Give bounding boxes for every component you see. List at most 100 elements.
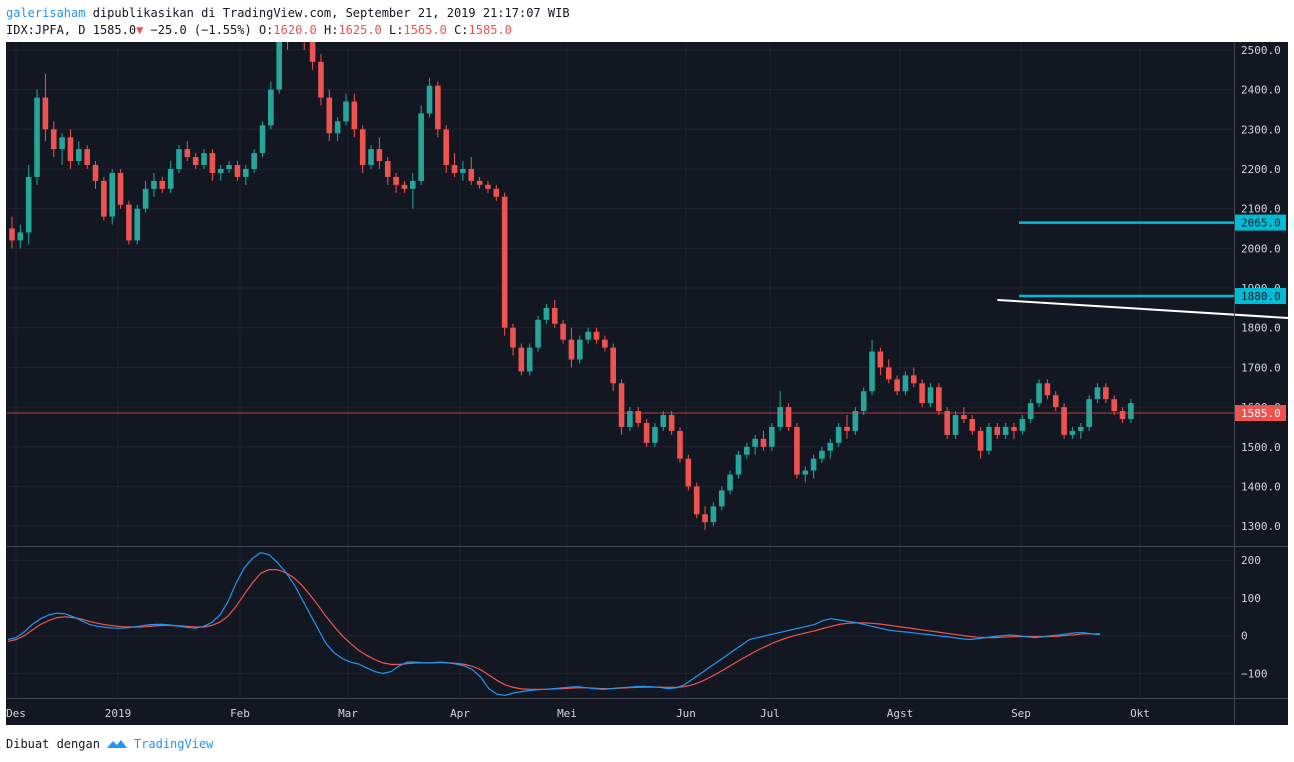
candle-body [1061, 407, 1067, 435]
candle-body [501, 196, 508, 328]
level-label-bg [1234, 214, 1286, 231]
y-tick-label: 1800.0 [1241, 322, 1281, 335]
y-tick-label: 2100.0 [1241, 203, 1281, 216]
low-value: 1565.0 [403, 23, 447, 37]
x-tick-label: Jun [676, 707, 696, 720]
candle-body [1052, 395, 1059, 408]
candle-body [677, 430, 683, 459]
candle-body [243, 168, 249, 177]
candle-body [635, 411, 642, 423]
candle-body [318, 61, 324, 98]
publisher-link[interactable]: galerisaham [6, 6, 86, 20]
x-tick-label: Agst [887, 707, 914, 720]
x-tick-label: Sep [1011, 707, 1031, 720]
candle-body [476, 180, 483, 185]
y-tick-label: 2500.0 [1241, 44, 1281, 57]
candles [9, 26, 1134, 531]
candle-body [142, 188, 149, 209]
candle-body [551, 307, 558, 324]
candle-body [309, 42, 316, 62]
candle-body [710, 506, 717, 523]
macd-tick-label: 200 [1241, 554, 1261, 567]
candle-body [1094, 387, 1101, 400]
candle-body [560, 323, 566, 340]
high-value: 1625.0 [338, 23, 382, 37]
candle-body [468, 168, 475, 181]
candle-body [1002, 426, 1009, 435]
down-arrow-icon: ▼ [136, 23, 144, 37]
candle-body [50, 129, 57, 150]
candle-body [435, 85, 441, 130]
macd-tick-label: −100 [1241, 667, 1268, 680]
candle-body [1119, 411, 1126, 420]
candle-body [351, 101, 358, 130]
candle-body [276, 42, 282, 90]
candle-body [226, 165, 232, 169]
y-tick-label: 1700.0 [1241, 361, 1281, 374]
low-label: L: [389, 23, 404, 37]
candle-body [84, 149, 90, 166]
candle-body [17, 232, 24, 241]
candle-body [785, 407, 792, 427]
candle-body [217, 168, 224, 173]
candle-body [76, 149, 82, 162]
candle-body [1027, 403, 1034, 420]
y-tick-label: 1500.0 [1241, 441, 1281, 454]
macd-line [7, 552, 1101, 697]
candle-body [126, 204, 132, 241]
candle-body [101, 180, 107, 217]
candle-body [184, 149, 191, 158]
candle-body [577, 339, 583, 360]
candle-body [9, 228, 15, 241]
chart-header-line1: galerisaham dipublikasikan di TradingVie… [6, 6, 570, 20]
candle-body [986, 426, 992, 451]
made-with-text: Dibuat dengan [6, 737, 100, 751]
candle-body [526, 347, 533, 372]
x-tick-label: Apr [450, 707, 470, 720]
candle-body [643, 422, 650, 443]
candle-body [944, 411, 950, 435]
candle-body [777, 407, 783, 427]
candle-body [251, 153, 257, 169]
y-tick-label: 2000.0 [1241, 242, 1281, 255]
candle-body [794, 426, 800, 475]
candle-body [760, 438, 767, 447]
candle-body [418, 113, 424, 181]
candle-body [259, 125, 266, 154]
candle-body [668, 415, 675, 431]
candle-body [59, 137, 65, 150]
tradingview-logo-icon [106, 740, 127, 748]
candle-body [844, 426, 850, 431]
candle-body [201, 153, 207, 166]
candle-body [802, 470, 809, 475]
candle-body [769, 426, 775, 447]
candle-body [1019, 419, 1026, 431]
candle-body [727, 474, 733, 491]
candle-body [301, 26, 307, 42]
x-tick-label: Feb [230, 707, 250, 720]
candle-body [359, 129, 366, 166]
open-label: O: [258, 23, 274, 37]
x-tick-label: Mei [557, 707, 577, 720]
candle-body [167, 168, 174, 189]
candle-body [969, 419, 976, 431]
close-label: C: [454, 23, 469, 37]
candle-body [109, 172, 115, 217]
x-tick-label: Jul [760, 707, 780, 720]
y-tick-label: 1400.0 [1241, 480, 1281, 493]
candle-body [67, 137, 74, 162]
candle-body [1044, 383, 1051, 396]
candle-body [585, 331, 591, 340]
candle-body [34, 97, 40, 177]
candle-body [92, 165, 99, 181]
candle-body [718, 490, 725, 507]
candle-body [460, 168, 466, 173]
y-tick-label: 2300.0 [1241, 123, 1281, 136]
candle-body [1036, 383, 1042, 404]
candle-body [702, 514, 708, 523]
overlays [6, 221, 1294, 414]
grid [6, 42, 1234, 698]
tradingview-brand[interactable]: TradingView [133, 737, 214, 751]
candle-body [535, 319, 541, 348]
